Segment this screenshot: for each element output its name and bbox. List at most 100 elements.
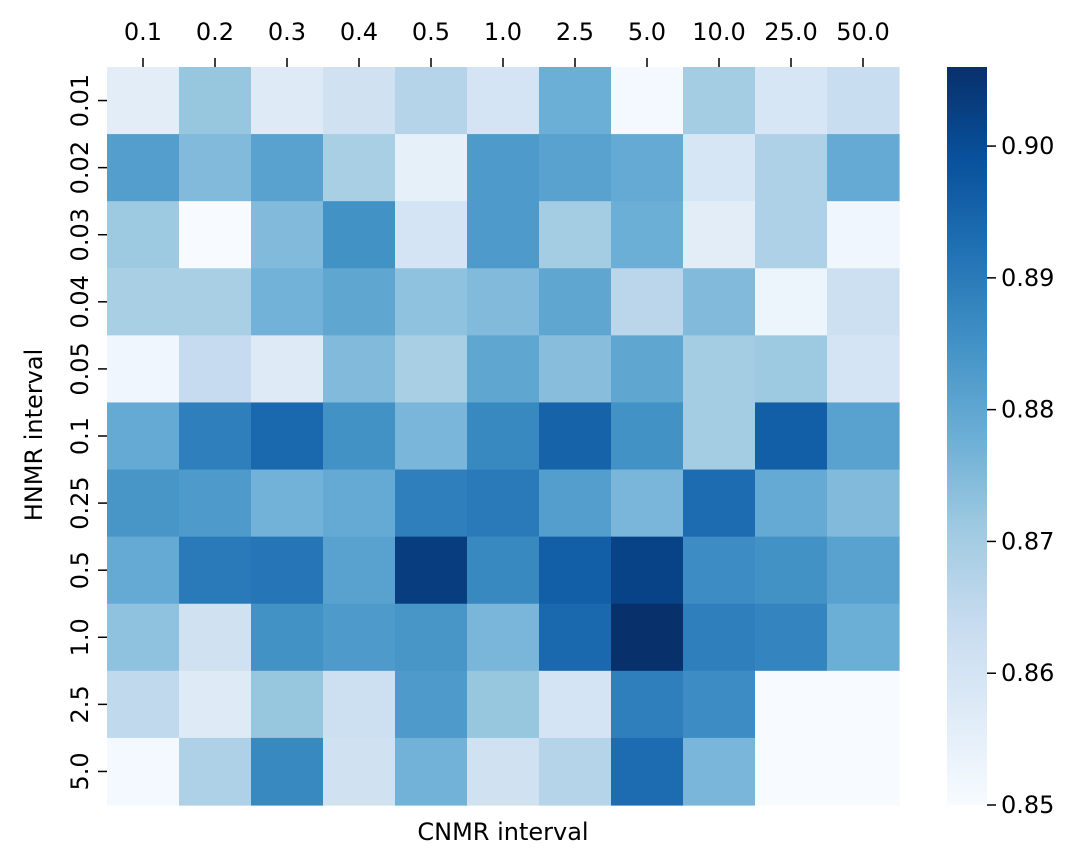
heatmap-cell xyxy=(683,603,756,672)
x-tick-label: 50.0 xyxy=(836,18,889,46)
heatmap-cell xyxy=(755,335,828,404)
x-tick-label: 0.2 xyxy=(196,18,234,46)
heatmap-cell xyxy=(467,201,540,269)
heatmap-cell xyxy=(683,402,756,471)
colorbar-tick-label: 0.90 xyxy=(1001,132,1054,160)
heatmap-cell xyxy=(683,201,756,269)
heatmap-cell xyxy=(179,201,252,269)
heatmap-cell xyxy=(179,737,252,806)
x-tick-label: 0.3 xyxy=(268,18,306,46)
heatmap-cell xyxy=(827,268,900,336)
heatmap-cell xyxy=(755,737,828,806)
heatmap-cell xyxy=(755,134,828,202)
x-tick-label: 1.0 xyxy=(484,18,522,46)
heatmap-cell xyxy=(323,402,396,471)
heatmap-cell xyxy=(539,670,612,739)
heatmap-cell xyxy=(611,402,684,471)
heatmap-cell xyxy=(179,670,252,739)
heatmap-cell xyxy=(539,402,612,471)
colorbar-tick-label: 0.85 xyxy=(1001,791,1054,819)
y-tick-label: 0.05 xyxy=(66,342,94,395)
heatmap-cell xyxy=(107,603,180,672)
heatmap-cell xyxy=(107,670,180,739)
heatmap-cell xyxy=(827,670,900,739)
heatmap-cell xyxy=(539,335,612,404)
heatmap-cell xyxy=(755,603,828,672)
heatmap-cell xyxy=(107,536,180,605)
x-axis-title: CNMR interval xyxy=(417,818,588,846)
heatmap-cell xyxy=(179,67,252,135)
heatmap-cell xyxy=(323,201,396,269)
heatmap-cell xyxy=(827,402,900,471)
heatmap-cell xyxy=(251,737,324,806)
heatmap-cell xyxy=(683,335,756,404)
heatmap-cell xyxy=(539,536,612,605)
y-axis-title: HNMR interval xyxy=(20,349,48,522)
heatmap-cell xyxy=(251,536,324,605)
heatmap-cell xyxy=(107,67,180,135)
heatmap-cell xyxy=(539,201,612,269)
heatmap-cell xyxy=(683,67,756,135)
heatmap-cell xyxy=(179,402,252,471)
heatmap-cell xyxy=(827,469,900,538)
heatmap-cell xyxy=(827,603,900,672)
x-tick-label: 5.0 xyxy=(628,18,666,46)
heatmap-cell xyxy=(107,134,180,202)
heatmap-cell xyxy=(395,469,468,538)
heatmap-cell xyxy=(179,335,252,404)
colorbar-ticks: 0.85 0.86 0.87 0.88 0.89 0.90 xyxy=(987,132,1054,819)
colorbar xyxy=(947,67,987,805)
heatmap-cell xyxy=(611,67,684,135)
heatmap-cell xyxy=(107,335,180,404)
heatmap-cell xyxy=(683,670,756,739)
x-axis-ticks: 0.1 0.2 0.3 0.4 0.5 1.0 2.5 5.0 10.0 25.0 50.0 xyxy=(124,18,890,67)
heatmap-cell xyxy=(467,402,540,471)
heatmap-cell xyxy=(467,737,540,806)
heatmap-cell xyxy=(251,201,324,269)
heatmap-cell xyxy=(323,67,396,135)
heatmap-cell xyxy=(755,469,828,538)
heatmap-cell xyxy=(755,268,828,336)
y-tick-label: 0.5 xyxy=(66,551,94,589)
y-tick-label: 0.04 xyxy=(66,275,94,328)
y-tick-label: 0.01 xyxy=(66,74,94,127)
heatmap-cell xyxy=(611,469,684,538)
heatmap-cell xyxy=(323,469,396,538)
x-tick-label: 0.4 xyxy=(340,18,378,46)
heatmap-cells xyxy=(107,67,900,806)
heatmap-cell xyxy=(827,737,900,806)
heatmap-cell xyxy=(755,67,828,135)
heatmap-cell xyxy=(323,670,396,739)
heatmap-cell xyxy=(395,737,468,806)
heatmap-cell xyxy=(611,201,684,269)
x-tick-label: 0.1 xyxy=(124,18,162,46)
heatmap-cell xyxy=(179,603,252,672)
heatmap-cell xyxy=(539,469,612,538)
heatmap-cell xyxy=(539,134,612,202)
heatmap-cell xyxy=(539,737,612,806)
heatmap-cell xyxy=(395,201,468,269)
heatmap-cell xyxy=(611,335,684,404)
y-tick-label: 0.1 xyxy=(66,417,94,455)
colorbar-tick-label: 0.86 xyxy=(1001,659,1054,687)
heatmap-cell xyxy=(395,670,468,739)
heatmap-cell xyxy=(107,737,180,806)
heatmap-cell xyxy=(395,134,468,202)
heatmap-cell xyxy=(395,67,468,135)
heatmap-cell xyxy=(683,469,756,538)
y-tick-label: 0.25 xyxy=(66,476,94,529)
heatmap-cell xyxy=(539,67,612,135)
x-tick-label: 0.5 xyxy=(412,18,450,46)
heatmap-cell xyxy=(179,134,252,202)
heatmap-cell xyxy=(827,201,900,269)
heatmap-cell xyxy=(251,268,324,336)
heatmap-cell xyxy=(827,67,900,135)
heatmap-cell xyxy=(467,268,540,336)
heatmap-cell xyxy=(611,603,684,672)
heatmap-cell xyxy=(755,201,828,269)
heatmap-cell xyxy=(827,335,900,404)
heatmap-cell xyxy=(755,670,828,739)
x-tick-label: 25.0 xyxy=(764,18,817,46)
heatmap-cell xyxy=(467,134,540,202)
